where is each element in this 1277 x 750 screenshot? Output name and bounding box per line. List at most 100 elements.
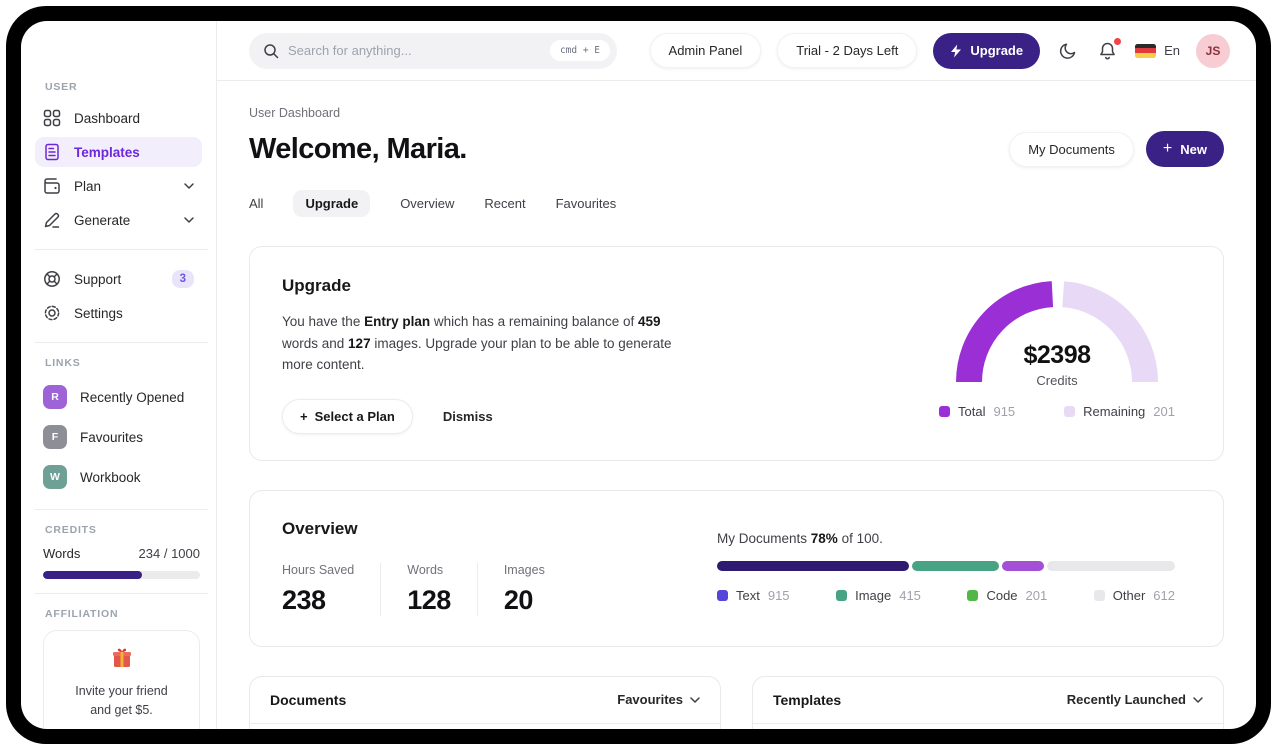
- legend-name: Remaining: [1083, 404, 1146, 419]
- filter-label: Favourites: [617, 692, 683, 708]
- progress-caption: My Documents 78% of 100.: [717, 531, 1175, 546]
- breadcrumb: User Dashboard: [249, 106, 341, 120]
- sidebar-item-label: Settings: [74, 305, 123, 321]
- chevron-down-icon: [690, 697, 700, 703]
- tab-favourites[interactable]: Favourites: [555, 196, 617, 211]
- flag-stripe: [1135, 48, 1157, 53]
- credits-gauge: $2398 Credits Total 915: [937, 270, 1177, 434]
- new-button[interactable]: + New: [1145, 131, 1224, 167]
- credits-name: Words: [43, 546, 81, 561]
- documents-filter-dropdown[interactable]: Favourites: [617, 692, 700, 707]
- gauge-remaining-arc: [1061, 281, 1158, 383]
- sidebar-section-user: USER: [45, 81, 78, 93]
- stacked-progressbar: [717, 560, 1175, 571]
- sidebar-item-label: Dashboard: [74, 110, 141, 126]
- select-plan-label: Select a Plan: [314, 408, 395, 424]
- sidebar-item-templates[interactable]: Templates: [35, 137, 202, 167]
- sidebar-item-support[interactable]: Support 3: [35, 264, 202, 294]
- language-label: En: [1164, 43, 1180, 58]
- panel-divider: [753, 722, 1223, 724]
- link-initial-badge: R: [43, 385, 67, 409]
- documents-progress-block: My Documents 78% of 100. Text 915: [717, 531, 1175, 616]
- upgrade-card: Upgrade You have the Entry plan which ha…: [249, 246, 1224, 461]
- upgrade-card-left: Upgrade You have the Entry plan which ha…: [282, 276, 687, 434]
- trial-status-button[interactable]: Trial - 2 Days Left: [777, 33, 918, 68]
- sidebar-link-label: Workbook: [80, 469, 141, 485]
- plus-icon: +: [1162, 140, 1173, 157]
- gauge-chart: $2398 Credits: [942, 270, 1172, 388]
- legend-item-remaining: Remaining 201: [1064, 404, 1175, 419]
- sidebar-item-plan[interactable]: Plan: [35, 171, 202, 201]
- credits-progress-fill: [43, 571, 142, 579]
- sidebar-link-workbook[interactable]: W Workbook: [35, 459, 202, 495]
- admin-panel-button[interactable]: Admin Panel: [649, 33, 762, 68]
- bell-icon: [1100, 42, 1115, 59]
- overview-card-left: Overview Hours Saved 238 Words 128: [282, 519, 571, 616]
- chevron-down-icon: [184, 217, 194, 223]
- notifications-button[interactable]: [1096, 37, 1122, 63]
- sidebar-link-favourites[interactable]: F Favourites: [35, 419, 202, 455]
- title-row: Welcome, Maria. My Documents + New: [249, 131, 1224, 167]
- bar-segment-image: [911, 560, 999, 571]
- panel-header: Documents Favourites: [250, 677, 720, 723]
- sidebar-divider: [35, 249, 208, 250]
- germany-flag-icon: [1135, 43, 1157, 58]
- dark-mode-toggle[interactable]: [1056, 39, 1080, 63]
- tab-all[interactable]: All: [249, 196, 264, 211]
- legend-swatch: [717, 589, 728, 601]
- credits-progressbar: [43, 571, 200, 579]
- tab-overview[interactable]: Overview: [400, 196, 455, 211]
- sidebar-item-settings[interactable]: Settings: [35, 298, 202, 328]
- body-text: which has a remaining balance of: [430, 314, 638, 329]
- plus-icon: +: [300, 408, 308, 424]
- my-documents-button[interactable]: My Documents: [1009, 131, 1134, 167]
- sidebar: USER Dashboard Templates Plan Generate: [21, 21, 217, 729]
- search-input[interactable]: [288, 43, 541, 58]
- chevron-down-icon: [184, 183, 194, 189]
- user-avatar[interactable]: JS: [1196, 33, 1230, 68]
- sidebar-item-dashboard[interactable]: Dashboard: [35, 103, 202, 133]
- legend-swatch: [939, 406, 950, 417]
- legend-value: 915: [767, 587, 790, 603]
- search-bar[interactable]: cmd + E: [249, 32, 617, 69]
- overview-card-title: Overview: [282, 518, 358, 538]
- sidebar-link-recently-opened[interactable]: R Recently Opened: [35, 379, 202, 415]
- templates-panel: Templates Recently Launched Blog Post Ti…: [752, 675, 1224, 729]
- upgrade-button[interactable]: Upgrade: [933, 32, 1041, 69]
- template-row[interactable]: Blog Post Title in Workbook: [753, 724, 1223, 729]
- document-row[interactable]: Untitled Document in Workbook: [250, 724, 720, 729]
- body-text: words and: [282, 335, 349, 351]
- tab-upgrade[interactable]: Upgrade: [293, 190, 371, 217]
- tab-recent[interactable]: Recent: [484, 196, 526, 211]
- wallet-icon: [44, 178, 60, 194]
- legend-name: Code: [986, 587, 1018, 603]
- legend-name: Other: [1112, 587, 1146, 603]
- stat-value: 20: [503, 584, 534, 615]
- sidebar-item-label: Generate: [74, 212, 131, 228]
- gauge-legend: Total 915 Remaining 201: [937, 404, 1177, 419]
- select-plan-button[interactable]: + Select a Plan: [282, 398, 413, 434]
- stat-label: Images: [503, 562, 545, 577]
- dismiss-button[interactable]: Dismiss: [442, 408, 493, 424]
- plan-name: Entry plan: [364, 314, 431, 329]
- bar-segment-code: [1001, 560, 1045, 571]
- sidebar-divider: [35, 509, 208, 510]
- body-text: images. Upgrade your plan to be able to …: [282, 335, 672, 373]
- chevron-down-icon: [1193, 697, 1203, 703]
- legend-item-image: Image 415: [836, 588, 921, 603]
- page-title: Welcome, Maria.: [249, 132, 467, 165]
- gauge-total-arc: [956, 281, 1054, 383]
- sidebar-item-label: Templates: [74, 144, 140, 160]
- language-selector[interactable]: En: [1135, 43, 1180, 58]
- stat-value: 238: [282, 584, 326, 615]
- templates-filter-dropdown[interactable]: Recently Launched: [1067, 692, 1203, 707]
- sidebar-item-generate[interactable]: Generate: [35, 205, 202, 235]
- legend-item-code: Code 201: [967, 588, 1047, 603]
- lifebuoy-icon: [44, 271, 60, 287]
- legend-swatch: [836, 589, 848, 601]
- topbar: cmd + E Admin Panel Trial - 2 Days Left …: [217, 21, 1256, 81]
- bar-legend: Text 915 Image 415 Code 20: [717, 588, 1175, 603]
- stat-hours-saved: Hours Saved 238: [282, 563, 380, 616]
- affiliation-line2: and get $5.: [90, 702, 153, 717]
